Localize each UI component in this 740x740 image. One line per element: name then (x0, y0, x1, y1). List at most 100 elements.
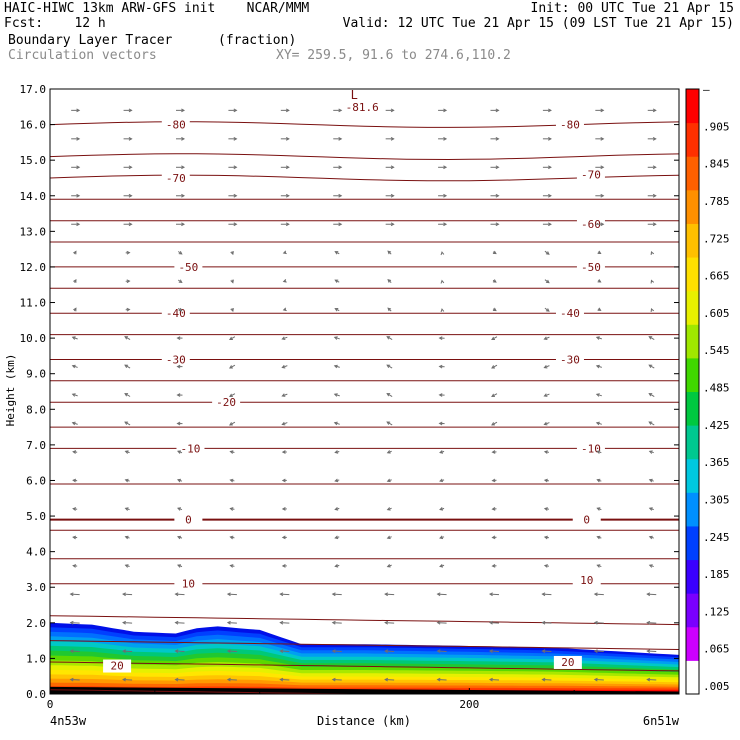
contour-line (50, 615, 679, 626)
vector-arrowhead (230, 251, 234, 256)
contour-line (50, 121, 679, 128)
vector-arrow (594, 593, 604, 596)
vector-arrowhead (386, 507, 391, 511)
vector-arrowhead (495, 222, 500, 227)
vector-arrowhead (229, 336, 233, 341)
vector-arrowhead (176, 421, 181, 426)
colorbar-swatch (686, 660, 699, 695)
vector-arrowhead (126, 250, 131, 255)
vector-arrowhead (386, 364, 391, 368)
vector-arrowhead (390, 108, 395, 113)
vector-arrowhead (492, 307, 497, 312)
contour-label: 20 (110, 660, 123, 673)
vector-arrow (280, 622, 290, 624)
vector-arrowhead (491, 450, 496, 454)
vector-arrowhead (443, 193, 448, 198)
contour-label-bg (576, 260, 605, 274)
vector-arrowhead (124, 450, 129, 454)
vector-arrowhead (281, 421, 286, 426)
colorbar-swatch (686, 189, 699, 224)
vector-arrowhead (390, 222, 395, 227)
colorbar-swatch (686, 492, 699, 527)
vector-arrowhead (600, 165, 605, 170)
vector-arrowhead (593, 592, 598, 597)
vector-arrowhead (386, 421, 391, 425)
vector-arrowhead (73, 250, 77, 255)
vector-arrowhead (595, 364, 600, 369)
vector-arrowhead (543, 450, 548, 454)
vector-arrowhead (76, 108, 81, 113)
vector-arrowhead (495, 193, 500, 198)
y-tick-label: 11.0 (20, 297, 47, 310)
y-tick-label: 1.0 (26, 652, 46, 665)
vector-arrow (437, 650, 447, 653)
vector-arrow (542, 593, 552, 596)
vector-arrow (332, 650, 342, 653)
vector-arrowhead (71, 421, 76, 426)
colorbar-label: .365 (703, 456, 730, 469)
vector-arrowhead (177, 564, 182, 568)
vector-arrowhead (386, 336, 391, 340)
y-tick-label: 9.0 (26, 368, 46, 381)
vector-arrow (385, 679, 395, 681)
vector-arrowhead (282, 250, 287, 255)
vector-arrowhead (69, 592, 74, 597)
vector-arrowhead (176, 393, 181, 397)
vector-arrow (332, 593, 342, 596)
vector-arrowhead (440, 251, 445, 256)
colorbar-swatch (686, 324, 699, 359)
vector-arrow (70, 593, 80, 596)
contour-label-bg (576, 168, 605, 182)
vector-arrowhead (386, 535, 391, 540)
vector-arrowhead (331, 677, 336, 682)
vector-arrowhead (229, 507, 234, 511)
vector-arrow (385, 622, 395, 624)
vector-arrowhead (597, 279, 602, 283)
vector-arrowhead (597, 250, 602, 254)
vector-arrowhead (436, 649, 441, 654)
colorbar-label: .005 (703, 680, 730, 693)
vector-arrowhead (652, 193, 657, 198)
vector-arrowhead (181, 136, 186, 141)
vector-arrowhead (333, 336, 338, 340)
vector-arrowhead (176, 364, 181, 369)
colorbar-label: .245 (703, 531, 730, 544)
vector-arrow (280, 593, 290, 596)
vector-arrow (437, 622, 447, 624)
vector-arrowhead (541, 649, 546, 654)
vector-arrowhead (488, 592, 493, 597)
vector-arrowhead (72, 478, 77, 483)
contour-label-bg (553, 655, 582, 669)
vector-arrowhead (438, 364, 443, 369)
vector-arrow (489, 679, 500, 681)
contour-label: -50 (581, 261, 601, 274)
x-start-label: 4n53w (50, 714, 87, 728)
vector-arrowhead (543, 478, 548, 483)
vector-arrow (437, 593, 447, 596)
vector-arrowhead (593, 677, 598, 682)
xy-range: XY= 259.5, 91.6 to 274.6,110.2 (276, 48, 511, 63)
header-line1-right: Init: 00 UTC Tue 21 Apr 15 (530, 1, 735, 16)
vector-arrowhead (177, 507, 182, 511)
vector-arrowhead (648, 507, 653, 511)
vector-arrowhead (229, 365, 233, 369)
vector-arrowhead (285, 165, 290, 170)
vector-arrowhead (281, 535, 286, 540)
vector-arrowhead (124, 478, 129, 483)
y-tick-label: 14.0 (20, 190, 47, 203)
vector-arrowhead (338, 193, 343, 198)
vector-arrowhead (233, 108, 238, 113)
vector-arrow (175, 593, 185, 596)
vector-arrowhead (390, 136, 395, 141)
vector-arrow (70, 679, 80, 681)
vector-arrowhead (281, 393, 286, 397)
vector-arrowhead (648, 535, 653, 540)
vector-arrowhead (334, 279, 339, 283)
vector-arrowhead (71, 336, 76, 340)
vector-arrow (647, 593, 657, 596)
vector-arrowhead (233, 165, 238, 170)
vector-arrow (123, 679, 133, 681)
colorbar-swatch (686, 89, 699, 124)
vector-arrowhead (488, 649, 493, 654)
